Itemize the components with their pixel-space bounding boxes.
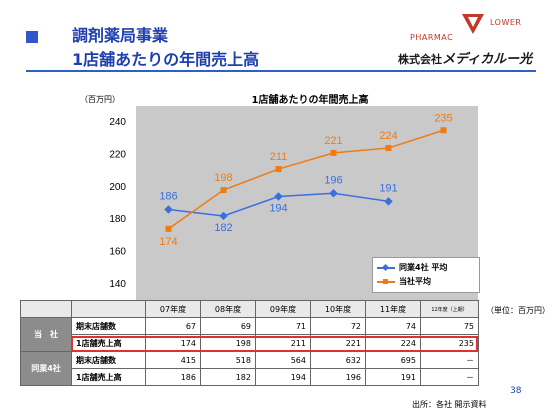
data-point-company [440,127,447,134]
table-cell: 69 [200,317,256,335]
column-header: 09年度 [255,300,311,318]
y-tick-label: 200 [109,182,126,193]
table-cell: 224 [365,334,421,352]
data-labels: 186 182 194 196 191 174 198 211 221 224 235 [159,112,452,248]
data-label: 198 [214,172,232,184]
data-label: 196 [324,174,342,186]
legend-item-company: 当社平均 [399,277,431,286]
table-cell: 518 [200,351,256,369]
company-name: 株式会社メディカルー光 [398,48,532,67]
y-tick-label: 180 [109,214,126,225]
unit-note: （単位：百万円） [486,306,550,315]
data-label: 221 [324,135,342,147]
table-cell: 174 [145,334,201,352]
table-cell: 72 [310,317,366,335]
company-brand: メディカルー光 [442,52,533,67]
row-label: 1店舗売上高 [71,334,146,352]
data-label: 191 [379,182,397,194]
data-point-company [165,225,172,232]
row-group-label: 当 社 [20,317,72,352]
y-axis: 140 160 180 200 220 240 [109,117,126,290]
data-point-company [275,166,282,173]
logo-text-right: LOWER [490,18,522,27]
table-cell: 196 [310,368,366,386]
data-point-company [330,149,337,156]
data-label: 224 [379,130,397,142]
data-label: 194 [269,203,287,215]
table-row: 当 社 期末店舗数 67 69 71 72 74 75 [20,317,479,352]
chart-legend: 同業4社 平均 当社平均 [372,257,480,293]
chart-title: 1店舗あたりの年間売上高 [251,95,369,106]
row-label: 期末店舗数 [71,317,146,335]
logo-text-left: PHARMAC [410,33,454,42]
data-point-peer [274,192,283,201]
y-tick-label: 240 [109,117,126,128]
table-cell: 194 [255,368,311,386]
flower-logo-inner-icon [468,17,478,27]
legend-diamond-icon [381,263,390,272]
data-label: 174 [159,236,177,248]
page-title: 調剤薬局事業 [72,26,169,45]
series-line-company [168,129,444,230]
table-cell: 415 [145,351,201,369]
table-row: 1店舗売上高 186 182 194 196 191 － [21,368,479,386]
table-cell: － [420,368,479,386]
column-header: 10年度 [310,300,366,318]
page-subtitle: 1店舗あたりの年間売上高 [72,50,260,69]
table-cell: 75 [420,317,479,335]
table-cell: 182 [200,368,256,386]
row-label: 1店舗売上高 [71,368,146,386]
table-corner [20,300,72,318]
data-label: 182 [214,222,232,234]
column-header: 12年度（上期） [420,300,479,318]
table-row: 同業4社 期末店舗数 415 518 564 632 695 － [20,351,479,386]
data-label: 211 [270,151,288,163]
table-cell: 71 [255,317,311,335]
data-point-peer [329,189,338,198]
data-point-peer [164,205,173,214]
row-label: 期末店舗数 [71,351,146,369]
y-axis-unit: （百万円） [80,95,120,104]
table-cell: 186 [145,368,201,386]
table-header-row: 07年度 08年度 09年度 10年度 11年度 12年度（上期） [20,300,479,318]
data-table: 07年度 08年度 09年度 10年度 11年度 12年度（上期） 当 社 期末… [20,300,479,386]
title-divider [26,70,536,72]
source-note: 出所：各社 開示資料 [412,400,487,409]
table-cell: 564 [255,351,311,369]
column-header: 11年度 [365,300,421,318]
data-point-company [220,187,227,194]
y-tick-label: 220 [109,150,126,161]
page-number: 38 [510,386,522,396]
y-tick-label: 160 [109,247,126,258]
table-cell: 211 [255,334,311,352]
table-cell: 632 [310,351,366,369]
row-group-label: 同業4社 [20,351,72,386]
table-corner [71,300,146,318]
table-cell: 191 [365,368,421,386]
table-cell: 695 [365,351,421,369]
data-label: 186 [159,190,177,202]
column-header: 07年度 [145,300,201,318]
legend-item-peer: 同業4社 平均 [399,263,448,272]
data-label: 235 [434,112,452,124]
company-prefix: 株式会社 [398,53,442,66]
title-bullet [26,31,38,43]
data-point-peer [384,197,393,206]
data-point-company [385,145,392,152]
table-row: 1店舗売上高 174 198 211 221 224 235 [21,334,479,352]
series-layer [164,127,447,232]
column-header: 08年度 [200,300,256,318]
table-cell: 74 [365,317,421,335]
table-cell: 235 [420,334,479,352]
table-cell: 67 [145,317,201,335]
y-tick-label: 140 [109,279,126,290]
legend-square-icon [383,279,388,284]
data-point-peer [219,211,228,221]
table-cell: － [420,351,479,369]
table-cell: 198 [200,334,256,352]
table-cell: 221 [310,334,366,352]
